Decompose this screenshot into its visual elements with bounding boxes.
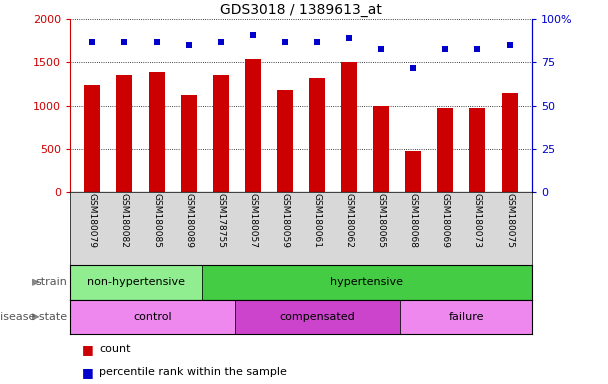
Bar (213, 75, 229, 192)
Bar (70, 265, 202, 300)
Text: GSM180075: GSM180075 (505, 194, 514, 248)
Point (409, 65, 418, 71)
Bar (70, 300, 235, 334)
Point (280, 39, 290, 45)
Text: GSM180062: GSM180062 (345, 194, 354, 248)
Text: percentile rank within the sample: percentile rank within the sample (99, 367, 287, 377)
Bar (341, 61, 357, 192)
Point (120, 39, 130, 45)
Text: GSM180057: GSM180057 (248, 194, 257, 248)
Bar (245, 59, 261, 192)
Text: GSM180082: GSM180082 (120, 194, 129, 248)
Point (216, 39, 226, 45)
Bar (469, 108, 485, 192)
Bar (85, 85, 100, 192)
Bar (502, 93, 517, 192)
Point (505, 42, 514, 48)
Bar (437, 108, 454, 192)
Bar (235, 300, 400, 334)
Point (440, 46, 450, 52)
Text: hypertensive: hypertensive (331, 277, 404, 287)
Point (344, 35, 354, 41)
Bar (406, 151, 421, 192)
Point (312, 39, 322, 45)
Text: strain: strain (35, 277, 67, 287)
Bar (202, 265, 532, 300)
Text: non-hypertensive: non-hypertensive (87, 277, 185, 287)
Text: GSM180065: GSM180065 (377, 194, 385, 248)
Text: compensated: compensated (280, 312, 355, 322)
Text: failure: failure (448, 312, 484, 322)
Point (152, 39, 162, 45)
Text: disease state: disease state (0, 312, 67, 322)
Text: GSM180059: GSM180059 (280, 194, 289, 248)
Bar (373, 106, 389, 192)
Text: GSM180089: GSM180089 (184, 194, 193, 248)
Point (472, 46, 482, 52)
Text: ■: ■ (82, 366, 94, 379)
Bar (181, 95, 196, 192)
Point (88, 39, 97, 45)
Text: control: control (133, 312, 171, 322)
Bar (277, 89, 293, 192)
Point (184, 42, 193, 48)
Text: GSM180061: GSM180061 (313, 194, 322, 248)
Point (248, 32, 258, 38)
Text: GSM180079: GSM180079 (88, 194, 97, 248)
Text: count: count (99, 344, 131, 354)
Title: GDS3018 / 1389613_at: GDS3018 / 1389613_at (220, 3, 382, 17)
Text: GSM180073: GSM180073 (473, 194, 482, 248)
Text: GSM180069: GSM180069 (441, 194, 450, 248)
Bar (148, 72, 165, 192)
Text: ■: ■ (82, 343, 94, 356)
Bar (117, 75, 133, 192)
Bar (309, 78, 325, 192)
Text: GSM180085: GSM180085 (152, 194, 161, 248)
Text: GSM180068: GSM180068 (409, 194, 418, 248)
Point (376, 46, 386, 52)
Text: GSM178755: GSM178755 (216, 194, 225, 248)
Bar (400, 300, 532, 334)
